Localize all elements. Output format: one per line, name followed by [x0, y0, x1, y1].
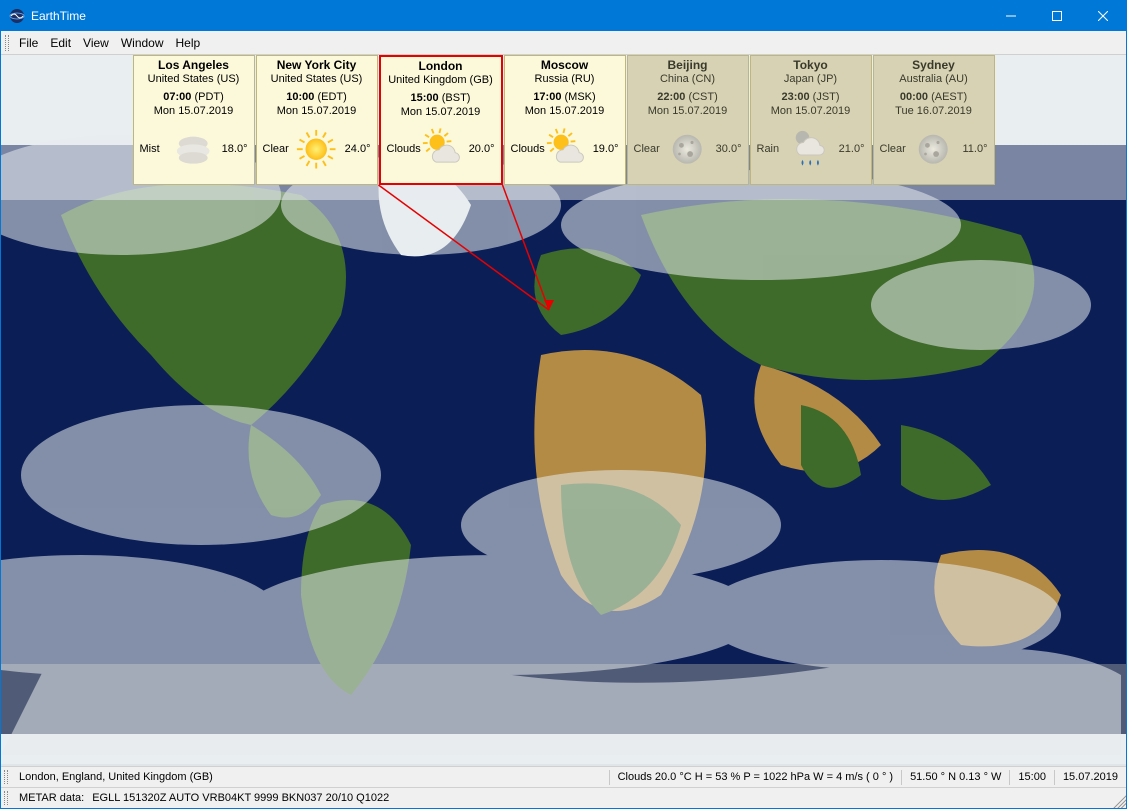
resize-grip[interactable] — [1110, 792, 1126, 808]
content-area: Los AngelesUnited States (US)07:00 (PDT)… — [1, 55, 1126, 766]
card-time: 17:00 — [533, 91, 561, 103]
card-tz: (PDT) — [194, 91, 223, 103]
card-time: 22:00 — [657, 91, 685, 103]
toolbar-grip[interactable] — [4, 770, 8, 784]
card-date: Mon 15.07.2019 — [260, 105, 374, 119]
city-card-tokyo[interactable]: TokyoJapan (JP) 23:00 (JST) Mon 15.07.2019… — [750, 55, 872, 185]
city-card-london[interactable]: LondonUnited Kingdom (GB) 15:00 (BST) Mon … — [379, 55, 503, 185]
card-tz: (CST) — [688, 91, 717, 103]
card-tz: (JST) — [813, 91, 840, 103]
weather-sun-icon — [295, 128, 337, 172]
city-card-new-york-city[interactable]: New York CityUnited States (US) 10:00 (ED… — [256, 55, 378, 185]
card-country: Russia (RU) — [508, 73, 622, 87]
menu-view[interactable]: View — [77, 34, 115, 52]
card-country: United Kingdom (GB) — [384, 74, 498, 88]
card-city: London — [384, 59, 498, 74]
card-date: Mon 15.07.2019 — [384, 106, 498, 120]
card-condition: Clear — [263, 143, 296, 157]
card-city: Los Angeles — [137, 58, 251, 73]
metar-label: METAR data: — [11, 792, 92, 804]
card-temp: 11.0° — [955, 143, 988, 157]
menu-window[interactable]: Window — [115, 34, 170, 52]
card-date: Tue 16.07.2019 — [877, 105, 991, 119]
card-date: Mon 15.07.2019 — [754, 105, 868, 119]
close-button[interactable] — [1080, 1, 1126, 31]
weather-clouds-icon — [545, 128, 587, 172]
card-condition: Clouds — [387, 143, 421, 157]
statusbar-1: London, England, United Kingdom (GB) Clo… — [1, 766, 1126, 787]
city-card-sydney[interactable]: SydneyAustralia (AU) 00:00 (AEST) Tue 16.0… — [873, 55, 995, 185]
card-condition: Rain — [757, 143, 790, 157]
menu-help[interactable]: Help — [170, 34, 207, 52]
card-condition: Clear — [634, 143, 667, 157]
card-tz: (AEST) — [931, 91, 967, 103]
metar-value: EGLL 151320Z AUTO VRB04KT 9999 BKN037 20… — [92, 792, 397, 804]
card-city: Sydney — [877, 58, 991, 73]
status-time: 15:00 — [1010, 771, 1054, 783]
city-cards-row: Los AngelesUnited States (US)07:00 (PDT)… — [133, 55, 995, 185]
status-location: London, England, United Kingdom (GB) — [11, 771, 221, 783]
card-temp: 18.0° — [215, 143, 248, 157]
status-coords: 51.50 ° N 0.13 ° W — [902, 771, 1009, 783]
toolbar-grip[interactable] — [4, 791, 8, 805]
city-card-beijing[interactable]: BeijingChina (CN) 22:00 (CST) Mon 15.07.20… — [627, 55, 749, 185]
app-icon — [9, 8, 25, 24]
weather-moon-icon — [666, 128, 708, 172]
card-temp: 30.0° — [709, 143, 742, 157]
weather-mist-icon — [172, 128, 214, 172]
card-temp: 21.0° — [832, 143, 865, 157]
card-city: Tokyo — [754, 58, 868, 73]
card-date: Mon 15.07.2019 — [631, 105, 745, 119]
statusbar-2: METAR data: EGLL 151320Z AUTO VRB04KT 99… — [1, 787, 1126, 808]
card-city: New York City — [260, 58, 374, 73]
card-tz: (MSK) — [565, 91, 596, 103]
card-country: China (CN) — [631, 73, 745, 87]
minimize-button[interactable] — [988, 1, 1034, 31]
card-country: United States (US) — [260, 73, 374, 87]
weather-moon-icon — [912, 128, 954, 172]
menu-edit[interactable]: Edit — [44, 34, 77, 52]
card-condition: Clear — [880, 143, 913, 157]
card-country: Australia (AU) — [877, 73, 991, 87]
menu-file[interactable]: File — [13, 34, 44, 52]
card-time: 15:00 — [411, 92, 439, 104]
app-window: EarthTime FileEditViewWindowHelp Los Ang… — [0, 0, 1127, 809]
card-tz: (EDT) — [317, 91, 346, 103]
menubar: FileEditViewWindowHelp — [1, 31, 1126, 55]
card-time: 10:00 — [286, 91, 314, 103]
card-temp: 24.0° — [338, 143, 371, 157]
card-country: United States (US) — [137, 73, 251, 87]
card-date: Mon 15.07.2019 — [137, 105, 251, 119]
card-temp: 20.0° — [462, 143, 494, 157]
weather-rain-icon — [789, 128, 831, 172]
toolbar-grip[interactable] — [5, 35, 9, 51]
card-time: 07:00 — [163, 91, 191, 103]
card-tz: (BST) — [442, 92, 471, 104]
card-city: Moscow — [508, 58, 622, 73]
window-title: EarthTime — [31, 9, 988, 23]
card-country: Japan (JP) — [754, 73, 868, 87]
card-condition: Mist — [140, 143, 173, 157]
status-date: 15.07.2019 — [1055, 771, 1126, 783]
card-time: 00:00 — [900, 91, 928, 103]
maximize-button[interactable] — [1034, 1, 1080, 31]
titlebar[interactable]: EarthTime — [1, 1, 1126, 31]
card-city: Beijing — [631, 58, 745, 73]
status-weather: Clouds 20.0 °C H = 53 % P = 1022 hPa W =… — [610, 771, 901, 783]
card-condition: Clouds — [511, 143, 545, 157]
card-date: Mon 15.07.2019 — [508, 105, 622, 119]
city-card-los-angeles[interactable]: Los AngelesUnited States (US) 07:00 (PDT)… — [133, 55, 255, 185]
card-temp: 19.0° — [586, 143, 618, 157]
card-time: 23:00 — [781, 91, 809, 103]
city-card-moscow[interactable]: MoscowRussia (RU) 17:00 (MSK) Mon 15.07.20… — [504, 55, 626, 185]
weather-clouds-icon — [421, 128, 463, 172]
